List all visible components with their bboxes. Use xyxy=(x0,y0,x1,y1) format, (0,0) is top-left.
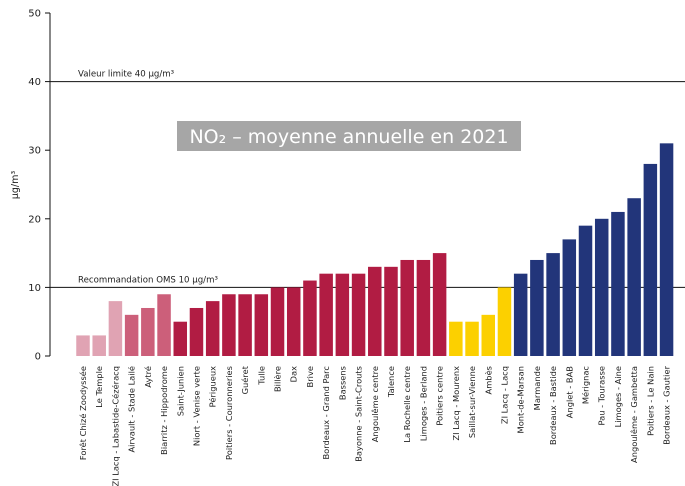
x-category-label: Tulle xyxy=(256,366,266,386)
x-category-label: Dax xyxy=(289,366,299,382)
y-tick-label: 20 xyxy=(28,214,41,225)
x-category-label: Bordeaux - Grand Parc xyxy=(321,366,331,460)
x-category-label: Poitiers - Couronneries xyxy=(224,366,234,460)
reference-label-10: Recommandation OMS 10 µg/m³ xyxy=(78,275,218,285)
bar xyxy=(481,314,495,356)
x-category-label: Saillat-sur-Vienne xyxy=(467,366,477,438)
x-category-label: ZI Lacq - Labastide-Cézéracq xyxy=(110,366,120,486)
bar xyxy=(465,321,479,356)
bar xyxy=(627,198,641,356)
x-category-label: Bordeaux - Gautier xyxy=(662,365,672,444)
y-axis-label: µg/m³ xyxy=(10,171,21,200)
x-category-label: Niort - Venise verte xyxy=(191,366,201,446)
bar xyxy=(400,259,414,356)
x-category-label: Biarritz - Hippodrome xyxy=(159,366,169,455)
bar xyxy=(141,307,155,356)
bar xyxy=(238,294,252,356)
x-category-label: Poitiers centre xyxy=(435,366,445,426)
y-tick-label: 10 xyxy=(28,283,41,294)
x-category-label: Mérignac xyxy=(581,366,591,405)
y-tick-label: 30 xyxy=(28,146,41,157)
chart-title: NO₂ – moyenne annuelle en 2021 xyxy=(189,126,508,148)
bar xyxy=(432,253,447,356)
x-category-label: Limoges - Berland xyxy=(418,366,428,441)
x-category-label: Forêt Chizé Zoodyssée xyxy=(78,366,88,460)
bar xyxy=(254,294,269,356)
x-category-label: Périgueux xyxy=(208,366,218,407)
bar xyxy=(335,273,350,356)
reference-label-40: Valeur limite 40 µg/m³ xyxy=(78,70,175,80)
bar xyxy=(76,335,90,356)
y-tick-label: 0 xyxy=(35,352,41,363)
category-labels: Forêt Chizé Zoodyssée Le Temple ZI Lacq - … xyxy=(78,365,672,486)
x-category-label: ZI Lacq - Lacq xyxy=(499,366,509,424)
bar xyxy=(319,273,333,356)
bar xyxy=(578,225,593,356)
bar xyxy=(497,287,512,356)
bar xyxy=(108,301,123,356)
x-category-label: Guéret xyxy=(240,365,250,394)
chart-title-background xyxy=(177,121,521,151)
bar xyxy=(449,321,463,356)
bar xyxy=(416,259,431,356)
x-category-label: Marmande xyxy=(532,366,542,410)
x-category-label: Airvault - Stade Lailé xyxy=(127,366,137,453)
y-tick-label: 50 xyxy=(28,9,41,20)
bar xyxy=(611,211,625,356)
bar xyxy=(205,301,220,356)
bar xyxy=(368,266,382,356)
x-category-label: Limoges - Aine xyxy=(613,366,623,427)
x-category-label: Bordeaux - Bastide xyxy=(548,366,558,445)
y-tick-label: 40 xyxy=(28,77,41,88)
x-category-label: Pau - Tourasse xyxy=(597,366,607,425)
x-category-label: La Rochelle centre xyxy=(402,366,412,443)
bar xyxy=(643,163,658,356)
x-category-label: Angoulême centre xyxy=(370,366,380,442)
x-category-label: Aytré xyxy=(143,366,153,388)
bar xyxy=(513,273,528,356)
bar xyxy=(222,294,236,356)
x-category-label: Angoulême - Gambetta xyxy=(629,366,639,463)
x-category-label: Saint-Junien xyxy=(175,366,185,416)
bar xyxy=(173,321,188,356)
bar xyxy=(562,239,577,356)
x-category-label: Poitiers - Le Nain xyxy=(645,366,655,436)
bars xyxy=(76,143,674,356)
bar xyxy=(157,294,171,356)
x-category-label: Anglet - BAB xyxy=(564,366,574,418)
x-category-label: Bassens xyxy=(337,366,347,400)
bar xyxy=(270,287,285,356)
x-category-label: Talence xyxy=(386,366,396,398)
bar xyxy=(384,266,398,356)
bar xyxy=(594,218,609,356)
bar xyxy=(286,287,301,356)
bar xyxy=(530,259,544,356)
x-category-label: ZI Lacq - Mourenx xyxy=(451,366,461,441)
bar xyxy=(92,335,106,356)
x-category-label: Le Temple xyxy=(94,366,104,408)
bar xyxy=(659,143,674,356)
x-category-label: Mont-de-Marsan xyxy=(516,366,526,433)
bar xyxy=(351,273,366,356)
x-category-label: Billère xyxy=(273,366,283,392)
bar xyxy=(189,307,204,356)
x-category-label: Bayonne - Saint-Crouts xyxy=(354,366,364,462)
bar xyxy=(124,314,139,356)
bar xyxy=(303,280,317,356)
bar xyxy=(546,253,560,356)
chart-title-group: NO₂ – moyenne annuelle en 2021 xyxy=(177,121,521,151)
x-category-label: Brive xyxy=(305,366,315,387)
x-category-label: Ambès xyxy=(483,366,493,394)
y-axis: 0 10 20 30 40 50 xyxy=(28,9,51,363)
